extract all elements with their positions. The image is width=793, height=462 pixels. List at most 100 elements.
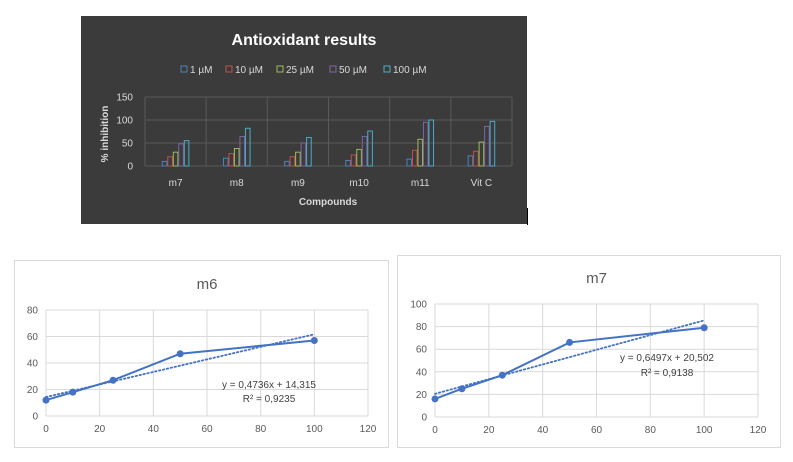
y-tick-label: 40 <box>27 359 39 370</box>
data-point <box>498 371 506 379</box>
bar <box>244 127 251 167</box>
chart-title: m7 <box>586 270 607 287</box>
bar <box>417 138 424 167</box>
y-tick-label: 80 <box>416 322 428 333</box>
data-point <box>42 396 50 404</box>
data-point <box>310 336 318 344</box>
r-squared-label: R² = 0,9235 <box>243 394 296 405</box>
bar <box>289 156 296 167</box>
trendline-equation: y = 0,4736x + 14,315 <box>222 380 316 391</box>
y-tick-label: 0 <box>32 412 38 423</box>
m7-chart-panel: m7 0 20 40 60 80 100 0 20 40 60 80 100 120 y = 0,6497x… <box>397 255 781 448</box>
x-tick-label: 80 <box>645 425 657 436</box>
bar <box>484 125 490 167</box>
m6-scatter-chart: m6 0 20 40 60 80 0 20 40 60 80 100 120 y = 0,4736x + … <box>27 276 377 435</box>
bar <box>367 130 373 167</box>
legend-label: 100 µM <box>393 65 427 76</box>
bar <box>161 160 168 167</box>
data-point <box>566 338 574 346</box>
m6-chart-panel: m6 0 20 40 60 80 0 20 40 60 80 100 120 y = 0,4736x + … <box>14 260 389 448</box>
data-point <box>431 395 439 403</box>
bar <box>300 142 307 167</box>
legend-swatch <box>225 65 233 73</box>
y-axis-title: % inhibition <box>100 106 111 163</box>
bar <box>411 149 418 167</box>
bar <box>233 148 240 167</box>
y-tick-label: 60 <box>416 345 428 356</box>
bar <box>222 157 229 167</box>
y-tick-label: 50 <box>122 139 134 150</box>
bar <box>361 136 368 167</box>
y-tick-label: 150 <box>116 93 133 104</box>
bar <box>473 150 479 167</box>
x-tick-label: 120 <box>750 425 767 436</box>
bar <box>306 136 312 167</box>
x-tick-label: 0 <box>432 425 438 436</box>
divider-line <box>527 208 528 225</box>
m7-scatter-chart: m7 0 20 40 60 80 100 0 20 40 60 80 100 120 y = 0,6497x… <box>410 270 767 436</box>
y-tick-label: 0 <box>421 413 427 424</box>
x-tick-label: 100 <box>306 424 323 435</box>
x-tick-label: m9 <box>291 178 305 189</box>
bar <box>183 140 190 167</box>
y-tick-label: 100 <box>410 300 427 311</box>
bar <box>422 121 429 167</box>
bar <box>345 159 351 167</box>
x-tick-label: 20 <box>483 425 495 436</box>
legend-label: 50 µM <box>339 65 367 76</box>
x-tick-label: 100 <box>696 425 713 436</box>
legend-swatch <box>329 65 337 73</box>
legend-label: 25 µM <box>286 65 314 76</box>
x-tick-label: 40 <box>148 424 160 435</box>
legend-swatch <box>383 65 391 73</box>
x-tick-label: m11 <box>411 178 430 189</box>
bar <box>350 154 357 167</box>
bar <box>284 160 290 167</box>
bar <box>295 151 301 167</box>
y-tick-label: 40 <box>416 367 428 378</box>
bar <box>428 119 435 167</box>
x-tick-label: m10 <box>349 178 369 189</box>
bar <box>489 120 496 167</box>
bar <box>239 136 246 167</box>
x-tick-label: Vit C <box>471 178 493 189</box>
x-axis-title: Compounds <box>299 197 358 208</box>
y-tick-label: 20 <box>27 385 39 396</box>
bar <box>167 156 173 167</box>
data-point <box>69 388 77 396</box>
bar <box>467 155 474 167</box>
y-tick-label: 60 <box>27 332 39 343</box>
bar <box>172 151 179 167</box>
data-point <box>458 385 466 393</box>
x-tick-label: 80 <box>255 424 267 435</box>
y-tick-label: 80 <box>27 306 39 317</box>
bar <box>406 158 413 167</box>
data-point <box>176 350 184 358</box>
y-tick-label: 100 <box>116 116 133 127</box>
x-tick-label: 60 <box>201 424 213 435</box>
data-line <box>45 339 315 402</box>
x-tick-label: m8 <box>230 178 244 189</box>
r-squared-label: R² = 0,9138 <box>641 368 694 379</box>
bar <box>178 143 184 167</box>
bar <box>356 148 362 167</box>
x-tick-label: 20 <box>94 424 106 435</box>
data-point <box>109 376 117 384</box>
trendline-equation: y = 0,6497x + 20,502 <box>620 353 714 364</box>
antioxidant-bar-chart: Antioxidant results 1 µM 10 µM 25 µM 50 µM 10… <box>100 32 513 208</box>
legend-label: 10 µM <box>235 65 263 76</box>
bar <box>478 141 485 167</box>
antioxidant-chart-panel: Antioxidant results 1 µM 10 µM 25 µM 50 µM 10… <box>81 16 527 224</box>
legend-swatch <box>180 65 188 73</box>
y-tick-label: 20 <box>416 390 428 401</box>
x-tick-label: m7 <box>169 178 183 189</box>
y-tick-label: 0 <box>127 162 133 173</box>
bar <box>228 153 235 167</box>
x-tick-label: 120 <box>360 424 377 435</box>
x-tick-label: 40 <box>537 425 549 436</box>
legend-label: 1 µM <box>190 65 212 76</box>
legend-swatch <box>276 65 284 73</box>
chart-title: Antioxidant results <box>232 32 377 49</box>
chart-title: m6 <box>197 276 218 293</box>
x-tick-label: 60 <box>591 425 603 436</box>
